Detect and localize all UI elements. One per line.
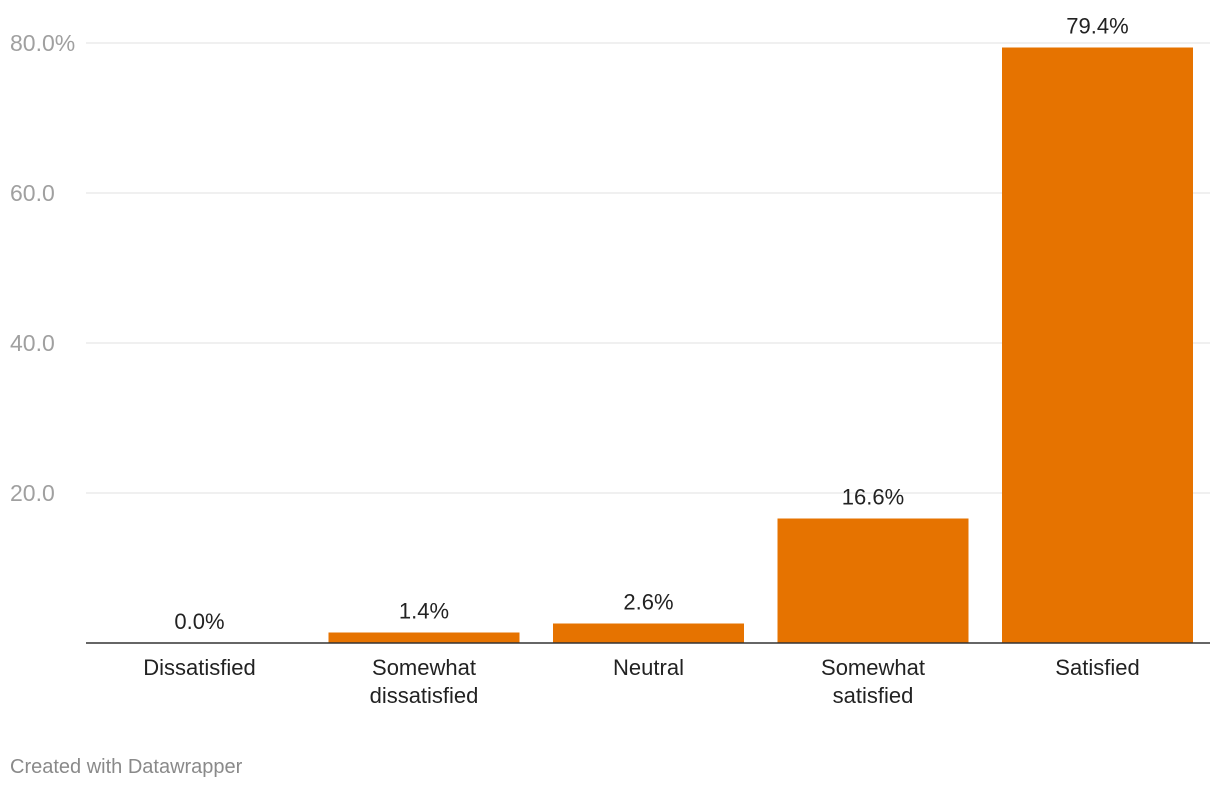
y-tick-label: 40.0 xyxy=(10,330,55,356)
value-label: 1.4% xyxy=(399,599,449,624)
bar xyxy=(328,632,520,643)
value-label: 2.6% xyxy=(623,590,673,615)
y-axis-ticks: 20.0 40.0 60.0 80.0% xyxy=(10,30,75,506)
bars xyxy=(328,47,1193,643)
value-label: 79.4% xyxy=(1066,14,1128,39)
category-label: Satisfied xyxy=(1055,655,1139,680)
bar xyxy=(777,518,969,643)
category-label: dissatisfied xyxy=(370,683,479,708)
value-label: 16.6% xyxy=(842,485,904,510)
y-tick-label: 60.0 xyxy=(10,180,55,206)
category-label: Somewhat xyxy=(372,655,476,680)
bar xyxy=(553,623,744,643)
category-label: satisfied xyxy=(833,683,914,708)
value-labels: 0.0% 1.4% 2.6% 16.6% 79.4% xyxy=(174,14,1128,635)
category-label: Somewhat xyxy=(821,655,925,680)
y-tick-label: 80.0% xyxy=(10,30,75,56)
category-label: Dissatisfied xyxy=(143,655,255,680)
value-label: 0.0% xyxy=(174,609,224,634)
y-tick-label: 20.0 xyxy=(10,480,55,506)
category-label: Neutral xyxy=(613,655,684,680)
datawrapper-credit: Created with Datawrapper xyxy=(10,756,243,778)
bar xyxy=(1002,47,1193,643)
category-labels: Dissatisfied Somewhat dissatisfied Neutral S… xyxy=(143,655,1139,708)
